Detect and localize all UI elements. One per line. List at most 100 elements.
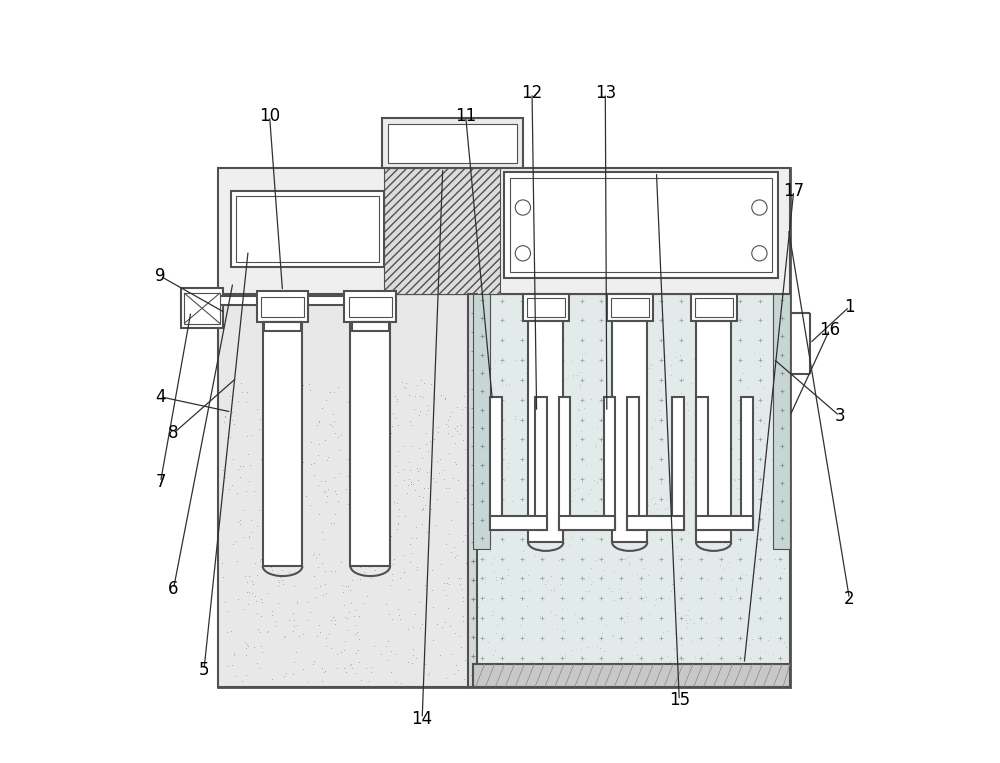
Point [598, 619, 614, 631]
Point [396, 474, 412, 486]
Point [423, 462, 439, 474]
Point [590, 396, 606, 408]
Point [310, 478, 326, 491]
Text: 2: 2 [844, 590, 855, 608]
Point [342, 584, 358, 597]
Point [367, 557, 383, 569]
Point [420, 399, 436, 411]
Point [757, 645, 773, 658]
Point [262, 412, 278, 424]
Point [441, 482, 457, 494]
Point [770, 464, 786, 476]
Point [571, 404, 587, 416]
Point [524, 418, 540, 430]
Point [230, 516, 246, 528]
Text: 15: 15 [669, 691, 690, 710]
Point [400, 656, 416, 668]
Point [568, 439, 584, 451]
Point [351, 610, 367, 622]
Point [330, 431, 346, 443]
Point [486, 394, 502, 407]
Point [305, 658, 321, 670]
Point [217, 410, 233, 423]
Point [381, 475, 397, 487]
Point [275, 523, 291, 536]
Point [455, 535, 471, 547]
Point [735, 523, 751, 535]
Point [615, 401, 631, 413]
Point [230, 594, 246, 606]
Point [516, 628, 532, 640]
Point [450, 665, 466, 677]
Point [262, 530, 278, 542]
Point [687, 651, 703, 663]
Point [383, 530, 399, 542]
Bar [527, 298, 565, 317]
Bar [696, 321, 731, 542]
Bar [261, 297, 304, 317]
Point [454, 404, 470, 416]
Point [425, 600, 441, 613]
Point [289, 441, 305, 453]
Point [427, 519, 443, 531]
Point [358, 499, 374, 511]
Point [757, 508, 773, 520]
Circle shape [752, 200, 767, 215]
Point [743, 459, 759, 472]
Point [633, 437, 649, 449]
Point [544, 414, 560, 426]
Point [224, 406, 240, 418]
Point [320, 483, 336, 495]
Point [406, 404, 422, 416]
Point [402, 556, 418, 568]
Point [561, 449, 577, 461]
Point [738, 569, 754, 581]
Point [277, 413, 293, 425]
Point [508, 521, 524, 533]
Point [343, 530, 359, 542]
Point [249, 520, 265, 533]
Point [270, 574, 286, 586]
Point [472, 478, 488, 491]
Point [244, 526, 260, 539]
Point [728, 581, 744, 594]
Point [325, 408, 341, 420]
Point [438, 589, 454, 601]
Point [396, 381, 412, 393]
Point [349, 475, 365, 488]
Point [521, 436, 537, 448]
Point [648, 594, 664, 606]
Point [726, 473, 742, 485]
Point [316, 485, 332, 497]
Point [746, 407, 762, 419]
Point [425, 472, 441, 484]
Point [447, 551, 463, 563]
Point [589, 532, 605, 544]
Point [251, 662, 267, 674]
Point [254, 597, 270, 609]
Text: 4: 4 [155, 388, 166, 406]
Point [472, 528, 488, 540]
Point [285, 607, 301, 619]
Point [400, 623, 416, 635]
Point [340, 624, 356, 636]
Point [349, 626, 365, 639]
Bar [473, 664, 790, 687]
Point [734, 459, 750, 471]
Point [241, 532, 257, 544]
Point [240, 640, 256, 652]
Point [358, 662, 374, 674]
Point [606, 594, 622, 606]
Point [284, 551, 300, 563]
Point [413, 374, 429, 386]
Point [390, 465, 406, 478]
Point [293, 497, 309, 510]
Bar [535, 397, 547, 530]
Point [624, 353, 640, 365]
Point [273, 469, 289, 481]
Point [625, 353, 641, 365]
Point [734, 448, 750, 460]
Point [755, 522, 771, 534]
Point [221, 483, 237, 495]
Point [381, 608, 397, 620]
